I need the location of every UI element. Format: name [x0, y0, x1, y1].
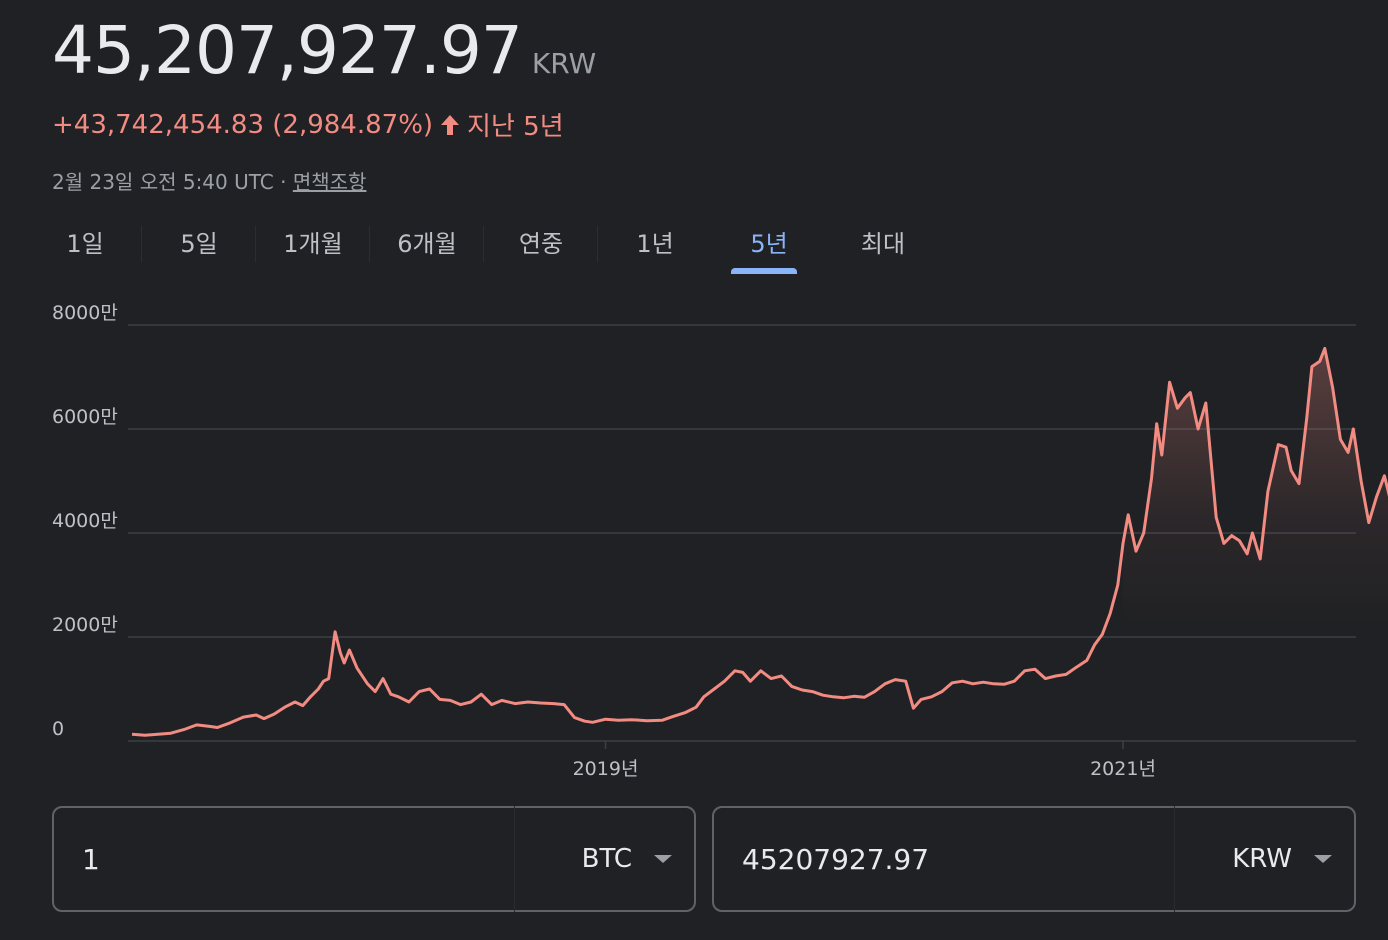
- tab-1m[interactable]: 1개월: [256, 218, 370, 274]
- y-tick-label: 6000만: [52, 406, 118, 428]
- converter-to: 45207927.97 KRW: [712, 806, 1356, 912]
- tab-label: 5일: [180, 230, 218, 258]
- tab-1y[interactable]: 1년: [598, 218, 712, 274]
- price-currency: KRW: [531, 47, 597, 80]
- range-tabs: 1일 5일 1개월 6개월 연중 1년 5년 최대: [28, 218, 940, 274]
- tab-label: 1일: [66, 230, 104, 258]
- tab-1d[interactable]: 1일: [28, 218, 142, 274]
- from-amount-input[interactable]: 1: [82, 842, 100, 876]
- x-tick-label: 2021년: [1090, 758, 1156, 780]
- from-currency-code: BTC: [581, 844, 632, 874]
- tab-label: 연중: [518, 230, 564, 258]
- to-currency-code: KRW: [1232, 844, 1292, 874]
- to-currency-select[interactable]: KRW: [1174, 806, 1354, 912]
- tab-5d[interactable]: 5일: [142, 218, 256, 274]
- tab-label: 6개월: [397, 230, 457, 258]
- price-header: 45,207,927.97 KRW: [52, 12, 596, 89]
- price-chart[interactable]: 0 2000만 4000만 6000만 8000만 2019년 2021년: [0, 300, 1388, 790]
- tab-label: 1년: [636, 230, 674, 258]
- x-tick-label: 2019년: [573, 758, 639, 780]
- tab-ytd[interactable]: 연중: [484, 218, 598, 274]
- change-value: +43,742,454.83 (2,984.87%): [52, 109, 434, 140]
- tab-5y[interactable]: 5년: [712, 218, 826, 274]
- y-tick-label: 4000만: [52, 510, 118, 532]
- chart-grid: [128, 324, 1356, 749]
- timestamp: 2월 23일 오전 5:40 UTC ·: [52, 170, 293, 194]
- to-amount-input[interactable]: 45207927.97: [742, 842, 930, 876]
- chevron-down-icon: [1314, 855, 1332, 863]
- disclaimer-link[interactable]: 면책조항: [292, 170, 367, 194]
- y-tick-label: 2000만: [52, 614, 118, 636]
- tab-max[interactable]: 최대: [826, 218, 940, 274]
- tab-label: 최대: [860, 230, 906, 258]
- series-area: [1123, 348, 1388, 627]
- from-currency-select[interactable]: BTC: [514, 806, 694, 912]
- tab-label: 1개월: [283, 230, 343, 258]
- chart-axis-labels: 0 2000만 4000만 6000만 8000만 2019년 2021년: [52, 302, 1156, 780]
- active-tab-indicator: [731, 268, 797, 274]
- tab-6m[interactable]: 6개월: [370, 218, 484, 274]
- price-change: +43,742,454.83 (2,984.87%) 지난 5년: [52, 106, 564, 143]
- y-tick-label: 8000만: [52, 302, 118, 324]
- tab-label: 5년: [750, 230, 788, 258]
- change-period: 지난 5년: [467, 112, 564, 142]
- chart-series: [131, 346, 1388, 737]
- chevron-down-icon: [654, 855, 672, 863]
- timestamp-row: 2월 23일 오전 5:40 UTC · 면책조항: [52, 166, 366, 195]
- converter-from: 1 BTC: [52, 806, 696, 912]
- series-line: [131, 346, 1388, 737]
- current-price: 45,207,927.97: [52, 12, 523, 89]
- y-tick-label: 0: [52, 718, 64, 740]
- arrow-up-icon: [439, 113, 461, 137]
- chart-area: [1123, 348, 1388, 627]
